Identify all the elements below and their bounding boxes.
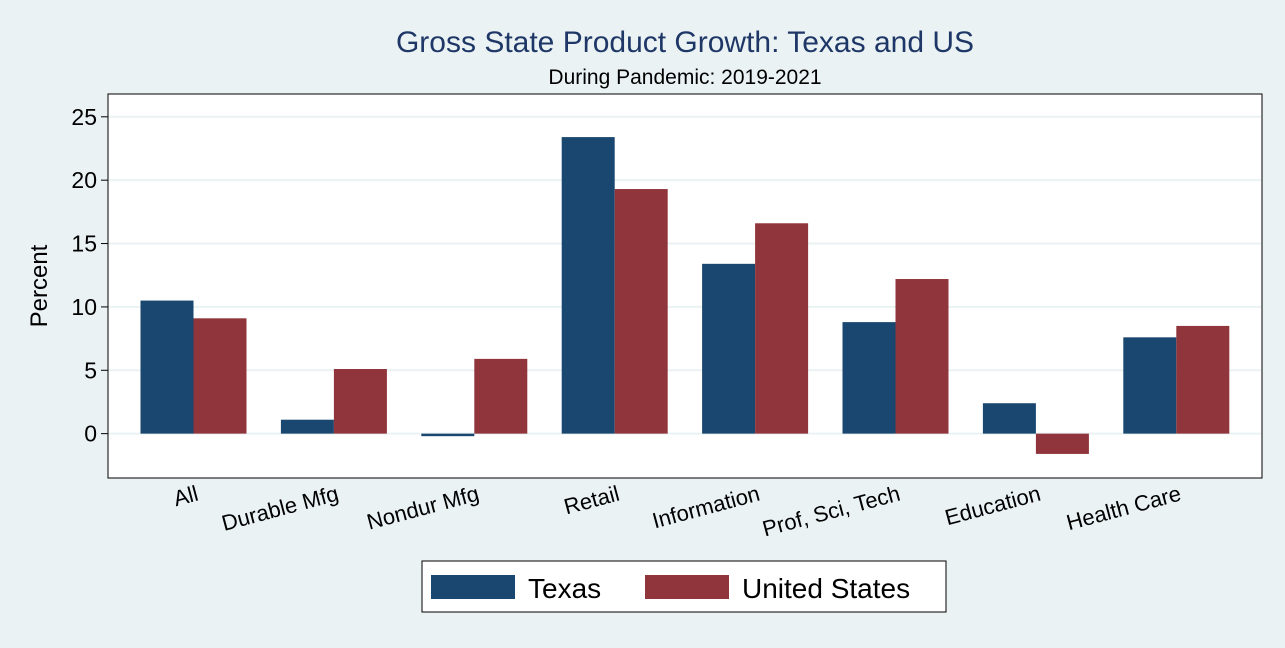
y-axis-title: Percent [26, 244, 53, 327]
x-tick-label-retail: Retail [561, 481, 622, 520]
legend-label-texas: Texas [528, 573, 601, 604]
bar-united-states-durable-mfg [333, 369, 387, 434]
plot-area [107, 93, 1263, 479]
x-axis-labels: All Durable Mfg Nondur Mfg Retail Informatio… [171, 481, 1184, 542]
bar-texas-nondur-mfg [421, 433, 475, 437]
bar-texas-all [140, 300, 194, 434]
x-tick-label-all: All [171, 481, 201, 511]
y-tick-label-20: 20 [71, 167, 97, 193]
bar-united-states-nondur-mfg [474, 358, 528, 434]
bars [140, 137, 1230, 454]
y-tick-label-5: 5 [84, 357, 97, 383]
bar-united-states-prof-sci-tech [895, 279, 949, 434]
legend-swatch-united-states [645, 575, 729, 599]
legend-label-united-states: United States [742, 573, 910, 604]
x-tick-label-education: Education [942, 481, 1043, 530]
y-tick-label-0: 0 [84, 421, 97, 447]
bar-texas-durable-mfg [280, 419, 334, 434]
bar-united-states-retail [614, 189, 668, 434]
chart-subtitle: During Pandemic: 2019-2021 [548, 66, 821, 89]
bar-united-states-all [193, 318, 247, 434]
bar-texas-information [702, 263, 756, 434]
x-tick-label-durable-mfg: Durable Mfg [219, 481, 341, 536]
bar-texas-health-care [1123, 337, 1177, 434]
x-tick-label-nondur-mfg: Nondur Mfg [364, 481, 482, 535]
bar-united-states-information [755, 223, 809, 434]
y-tick-label-10: 10 [71, 294, 97, 320]
y-tick-label-15: 15 [71, 231, 97, 257]
bar-texas-prof-sci-tech [842, 322, 896, 434]
bar-united-states-health-care [1176, 325, 1230, 434]
bar-texas-retail [561, 137, 615, 434]
x-tick-label-prof-sci-tech: Prof, Sci, Tech [760, 481, 903, 542]
legend-swatch-texas [431, 575, 515, 599]
y-axis: 0 5 10 15 20 25 [71, 104, 108, 447]
x-tick-label-information: Information [650, 481, 763, 534]
chart-title: Gross State Product Growth: Texas and US [396, 26, 974, 59]
bar-texas-education [982, 403, 1036, 434]
y-tick-label-25: 25 [71, 104, 97, 130]
x-tick-label-health-care: Health Care [1064, 481, 1184, 536]
legend: Texas United States [421, 560, 947, 613]
bar-united-states-education [1035, 433, 1089, 454]
